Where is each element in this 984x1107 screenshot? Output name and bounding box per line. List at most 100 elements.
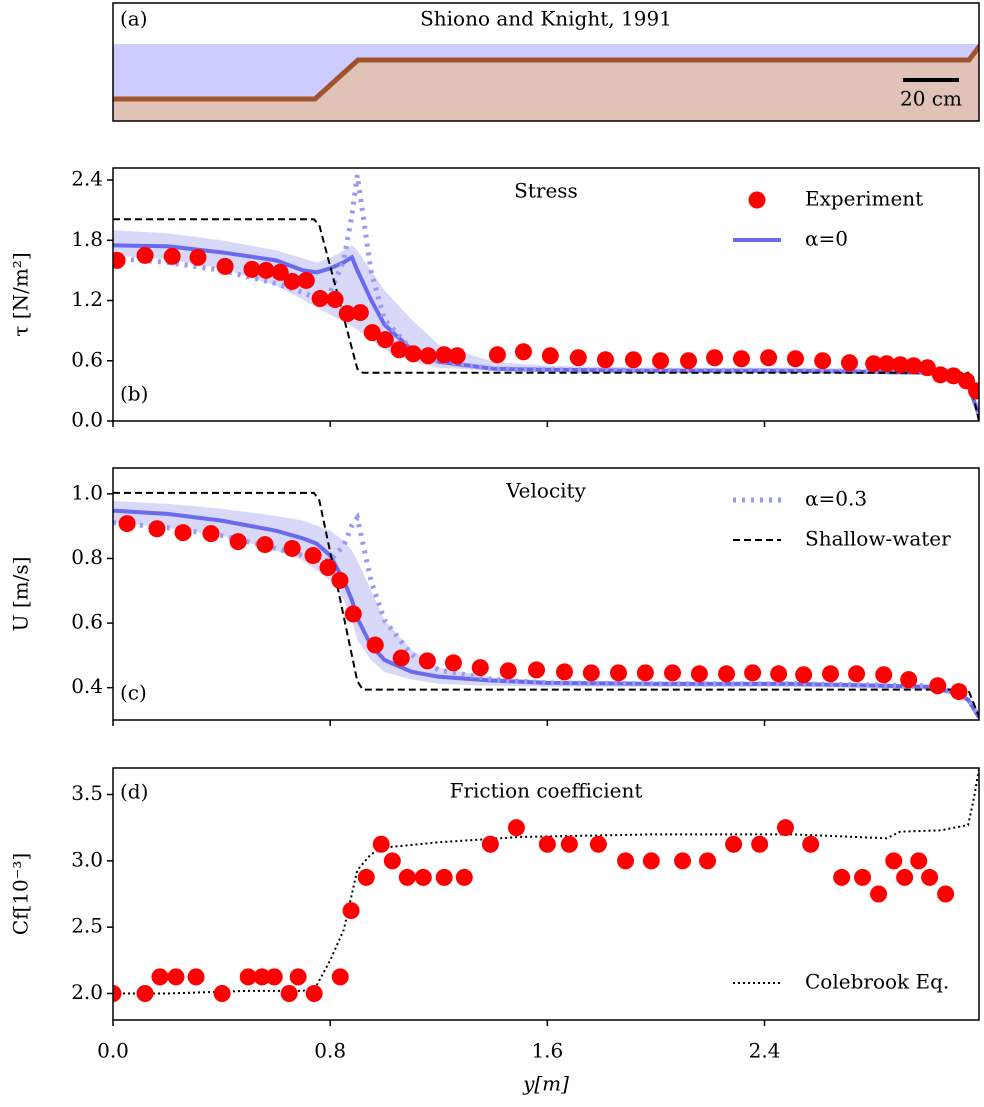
data-point <box>507 819 525 837</box>
data-point <box>931 366 949 384</box>
legend-label: Shallow-water <box>805 527 951 551</box>
legend-label: Experiment <box>805 187 923 211</box>
x-axis-label: y[m] <box>522 1072 569 1096</box>
data-point <box>582 664 600 682</box>
data-point <box>814 352 832 370</box>
data-point <box>488 346 506 364</box>
panel-label: (d) <box>120 780 148 804</box>
data-point <box>841 354 859 372</box>
data-point <box>481 835 499 853</box>
data-point <box>435 868 453 886</box>
plot-area <box>113 174 979 421</box>
data-point <box>404 345 422 363</box>
data-point <box>304 547 322 565</box>
data-point <box>213 984 231 1002</box>
legend-label: α=0.3 <box>805 487 867 511</box>
data-point <box>372 835 390 853</box>
data-point <box>596 351 614 369</box>
data-point <box>744 664 762 682</box>
plot-area <box>113 491 979 720</box>
y-tick-label: 0.8 <box>71 545 103 569</box>
data-point <box>202 525 220 543</box>
data-point <box>136 246 154 264</box>
data-point <box>163 247 181 265</box>
data-point <box>699 852 717 870</box>
data-point <box>609 664 627 682</box>
data-point <box>376 331 394 349</box>
data-point <box>706 349 724 367</box>
data-point <box>366 636 384 654</box>
y-tick-label: 0.4 <box>71 674 103 698</box>
data-point <box>319 559 337 577</box>
data-point <box>674 852 692 870</box>
data-point <box>331 571 349 589</box>
uncertainty-band <box>113 230 979 418</box>
series-line <box>113 769 979 995</box>
panel-title: Velocity <box>505 479 587 503</box>
y-tick-label: 0.0 <box>71 408 103 432</box>
series-line <box>113 174 979 416</box>
data-point <box>398 868 416 886</box>
data-point <box>865 355 883 373</box>
data-point <box>113 984 122 1002</box>
data-point <box>151 968 169 986</box>
y-tick-label: 1.0 <box>71 480 103 504</box>
data-point <box>216 257 234 275</box>
data-point <box>253 968 271 986</box>
panel-title: Friction coefficient <box>450 779 643 803</box>
data-point <box>283 539 301 557</box>
y-tick-label: 3.0 <box>71 847 103 871</box>
data-point <box>642 852 660 870</box>
x-tick-label: 1.6 <box>531 1039 563 1063</box>
data-point <box>848 665 866 683</box>
data-point <box>617 852 635 870</box>
data-point <box>383 852 401 870</box>
series-line <box>113 491 979 718</box>
data-point <box>311 290 329 308</box>
axes-frame <box>112 167 980 422</box>
bed <box>113 46 979 121</box>
data-point <box>795 666 813 684</box>
data-point <box>357 868 375 886</box>
data-point <box>243 260 261 278</box>
data-point <box>569 349 587 367</box>
data-point <box>363 324 381 342</box>
data-point <box>167 968 185 986</box>
data-point <box>187 968 205 986</box>
data-point <box>257 261 275 279</box>
data-point <box>229 533 247 551</box>
x-tick-label: 0.8 <box>314 1039 346 1063</box>
plot-area <box>113 769 979 1002</box>
data-point <box>435 346 453 364</box>
data-point <box>776 819 794 837</box>
data-point <box>905 357 923 375</box>
data-point <box>921 868 939 886</box>
data-point <box>351 304 369 322</box>
data-point <box>338 305 356 323</box>
data-point <box>822 665 840 683</box>
data-point <box>950 683 968 701</box>
data-point <box>344 605 362 623</box>
data-point <box>968 382 979 400</box>
data-point <box>326 291 344 309</box>
data-point <box>136 984 154 1002</box>
data-point <box>148 520 166 538</box>
data-point <box>900 671 918 689</box>
y-axis-label: τ [N/m²] <box>9 252 33 336</box>
data-point <box>455 868 473 886</box>
data-point <box>538 835 556 853</box>
channel-diagram <box>113 42 979 121</box>
data-point <box>786 350 804 368</box>
data-point <box>118 515 136 533</box>
y-tick-label: 0.6 <box>71 347 103 371</box>
data-point <box>833 868 851 886</box>
data-point <box>271 263 289 281</box>
data-point <box>854 868 872 886</box>
data-point <box>113 251 126 269</box>
panel-label: (a) <box>120 7 148 31</box>
legend-label: Colebrook Eq. <box>805 970 949 994</box>
data-point <box>680 352 698 370</box>
data-point <box>896 868 914 886</box>
